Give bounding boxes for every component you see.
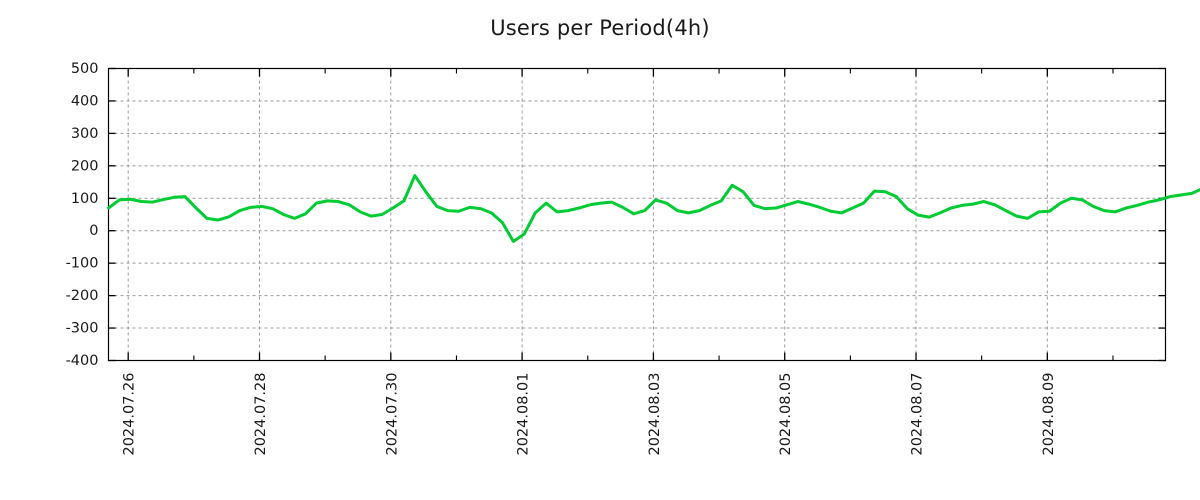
y-tick-label: -300: [66, 321, 99, 337]
y-tick-label: 500: [71, 61, 99, 77]
series-line-users-per-period[interactable]: [107, 99, 1200, 341]
y-tick-label: -200: [66, 288, 99, 304]
x-tick-label: 2024.08.03: [647, 373, 663, 456]
data-series-layer[interactable]: [107, 99, 1200, 341]
y-tick-label: 400: [71, 93, 99, 109]
x-tick-label: 2024.08.07: [910, 373, 926, 456]
x-tick-label: 2024.08.01: [516, 373, 532, 456]
y-tick-label: -100: [66, 256, 99, 272]
chart-title: Users per Period(4h): [490, 16, 710, 40]
plot-frame: [107, 67, 1167, 362]
y-tick-label: 100: [71, 191, 99, 207]
x-tick-label: 2024.07.26: [122, 373, 138, 456]
y-tick-label: 300: [71, 126, 99, 142]
y-tick-label: 200: [71, 158, 99, 174]
grid-layer: [108, 68, 1166, 361]
x-tick-label: 2024.07.30: [384, 373, 400, 456]
axis-ticks-layer: [108, 67, 1166, 362]
x-axis-labels: 2024.07.26 2024.07.28 2024.07.30 2024.08.01…: [122, 373, 1057, 456]
x-tick-label: 2024.08.05: [778, 373, 794, 456]
y-axis-labels: 500 400 300 200 100 0 -100 -200 -300 -400: [66, 61, 99, 369]
x-tick-label: 2024.08.09: [1041, 373, 1057, 456]
y-tick-label: 0: [89, 223, 98, 239]
y-tick-label: -400: [66, 353, 99, 369]
x-tick-label: 2024.07.28: [253, 373, 269, 456]
